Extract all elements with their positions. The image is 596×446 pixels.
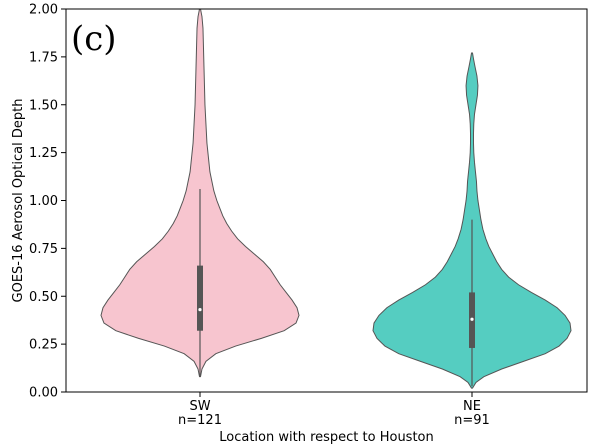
y-tick-label: 1.00 (29, 194, 58, 209)
x-tick-label: NE (463, 399, 481, 414)
y-tick-label: 0.25 (29, 338, 58, 353)
x-count-label: n=121 (178, 413, 222, 428)
y-tick-label: 0.00 (29, 386, 58, 401)
iqr-box-sw (197, 265, 203, 331)
median-dot-sw (198, 308, 202, 312)
y-tick-label: 0.50 (29, 290, 58, 305)
y-axis-label: GOES-16 Aerosol Optical Depth (11, 99, 26, 303)
y-axis: 0.00 0.25 0.50 0.75 1.00 1.25 1.50 1.75 2.00 (29, 3, 66, 401)
x-axis-label: Location with respect to Houston (219, 430, 434, 445)
y-tick-label: 1.50 (29, 98, 58, 113)
y-tick-label: 1.25 (29, 146, 58, 161)
y-tick-label: 1.75 (29, 50, 58, 65)
x-axis: SWn=121 NEn=91 (178, 392, 490, 428)
median-dot-ne (470, 317, 474, 321)
y-tick-label: 0.75 (29, 242, 58, 257)
y-tick-label: 2.00 (29, 3, 58, 18)
violins-layer (100, 8, 572, 389)
panel-label: (c) (71, 19, 117, 59)
box-summary-layer (197, 189, 475, 387)
x-count-label: n=91 (454, 413, 490, 428)
x-tick-label: SW (189, 399, 210, 414)
